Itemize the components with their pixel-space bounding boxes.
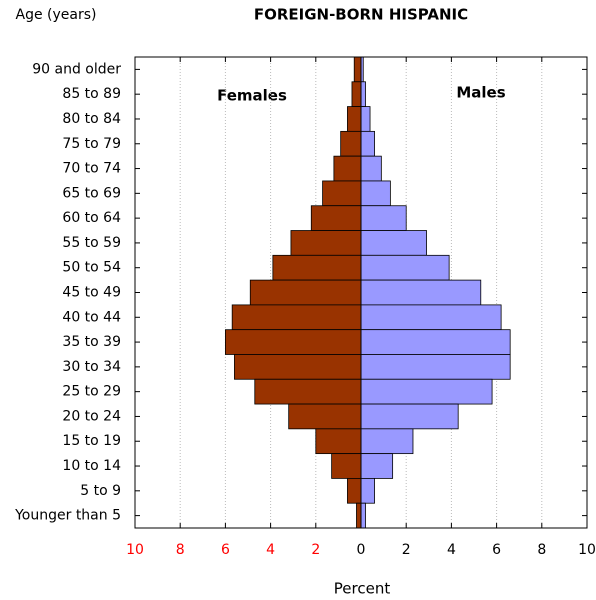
x-tick-label: 4 [266, 542, 275, 558]
y-tick-label: 10 to 14 [62, 458, 121, 474]
x-tick-label: 2 [402, 542, 411, 558]
x-tick-label: 2 [311, 542, 320, 558]
y-axis-label: Age (years) [16, 7, 97, 23]
bar [272, 254, 362, 281]
bar [360, 279, 482, 306]
bar [360, 378, 493, 405]
bar [234, 354, 362, 380]
bar [360, 180, 391, 207]
x-tick-label: 8 [537, 542, 546, 558]
y-tick-label: 15 to 19 [62, 433, 121, 449]
bar [360, 453, 394, 479]
bar [360, 254, 450, 281]
y-tick-label: 75 to 79 [62, 136, 121, 152]
bar [347, 106, 362, 132]
y-tick-label: Younger than 5 [14, 508, 121, 524]
bar [360, 304, 502, 331]
bar [360, 502, 366, 529]
bar [360, 478, 375, 504]
bar [353, 56, 362, 83]
x-tick-label: 10 [578, 542, 596, 558]
bar [360, 329, 511, 355]
bar [360, 354, 511, 380]
bar [347, 478, 362, 504]
bar [340, 130, 362, 157]
y-tick-label: 80 to 84 [62, 111, 121, 127]
bar [310, 205, 362, 231]
y-tick-label: 40 to 44 [62, 309, 121, 325]
bar [360, 403, 459, 430]
x-tick-label: 6 [492, 542, 501, 558]
bar [360, 106, 371, 132]
bar [254, 378, 362, 405]
bar [288, 403, 362, 430]
bar [360, 81, 366, 107]
legend-label: Females [217, 87, 287, 105]
y-tick-label: 35 to 39 [62, 334, 121, 350]
bar [360, 130, 375, 157]
bar [351, 81, 362, 107]
x-tick-label: 6 [221, 542, 230, 558]
y-tick-label: 20 to 24 [62, 408, 121, 424]
bar [333, 155, 362, 182]
chart-title: FOREIGN-BORN HISPANIC [254, 6, 468, 24]
x-tick-label: 0 [357, 542, 366, 558]
x-tick-label: 8 [176, 542, 185, 558]
y-tick-label: 30 to 34 [62, 359, 121, 375]
bar [360, 155, 382, 182]
y-tick-label: 65 to 69 [62, 185, 121, 201]
bar [231, 304, 362, 331]
bar [322, 180, 362, 207]
y-tick-label: 55 to 59 [62, 235, 121, 251]
y-tick-label: 85 to 89 [62, 86, 121, 102]
y-tick-label: 90 and older [32, 61, 121, 77]
x-axis-label: Percent [334, 580, 391, 598]
y-tick-label: 50 to 54 [62, 260, 121, 276]
y-tick-label: 70 to 74 [62, 161, 121, 177]
bar [290, 230, 362, 256]
bar [360, 230, 427, 256]
bar [315, 428, 362, 455]
x-tick-label: 4 [447, 542, 456, 558]
y-tick-label: 60 to 64 [62, 210, 121, 226]
bar [360, 205, 407, 231]
x-tick-label: 10 [126, 542, 144, 558]
y-tick-label: 25 to 29 [62, 384, 121, 400]
bar [360, 428, 414, 455]
y-tick-label: 5 to 9 [80, 483, 121, 499]
plot-frame [134, 56, 588, 529]
bar [331, 453, 362, 479]
legend-label: Males [456, 84, 505, 102]
bar [224, 329, 362, 355]
y-tick-label: 45 to 49 [62, 285, 121, 301]
bar [249, 279, 362, 306]
bar [356, 502, 362, 529]
